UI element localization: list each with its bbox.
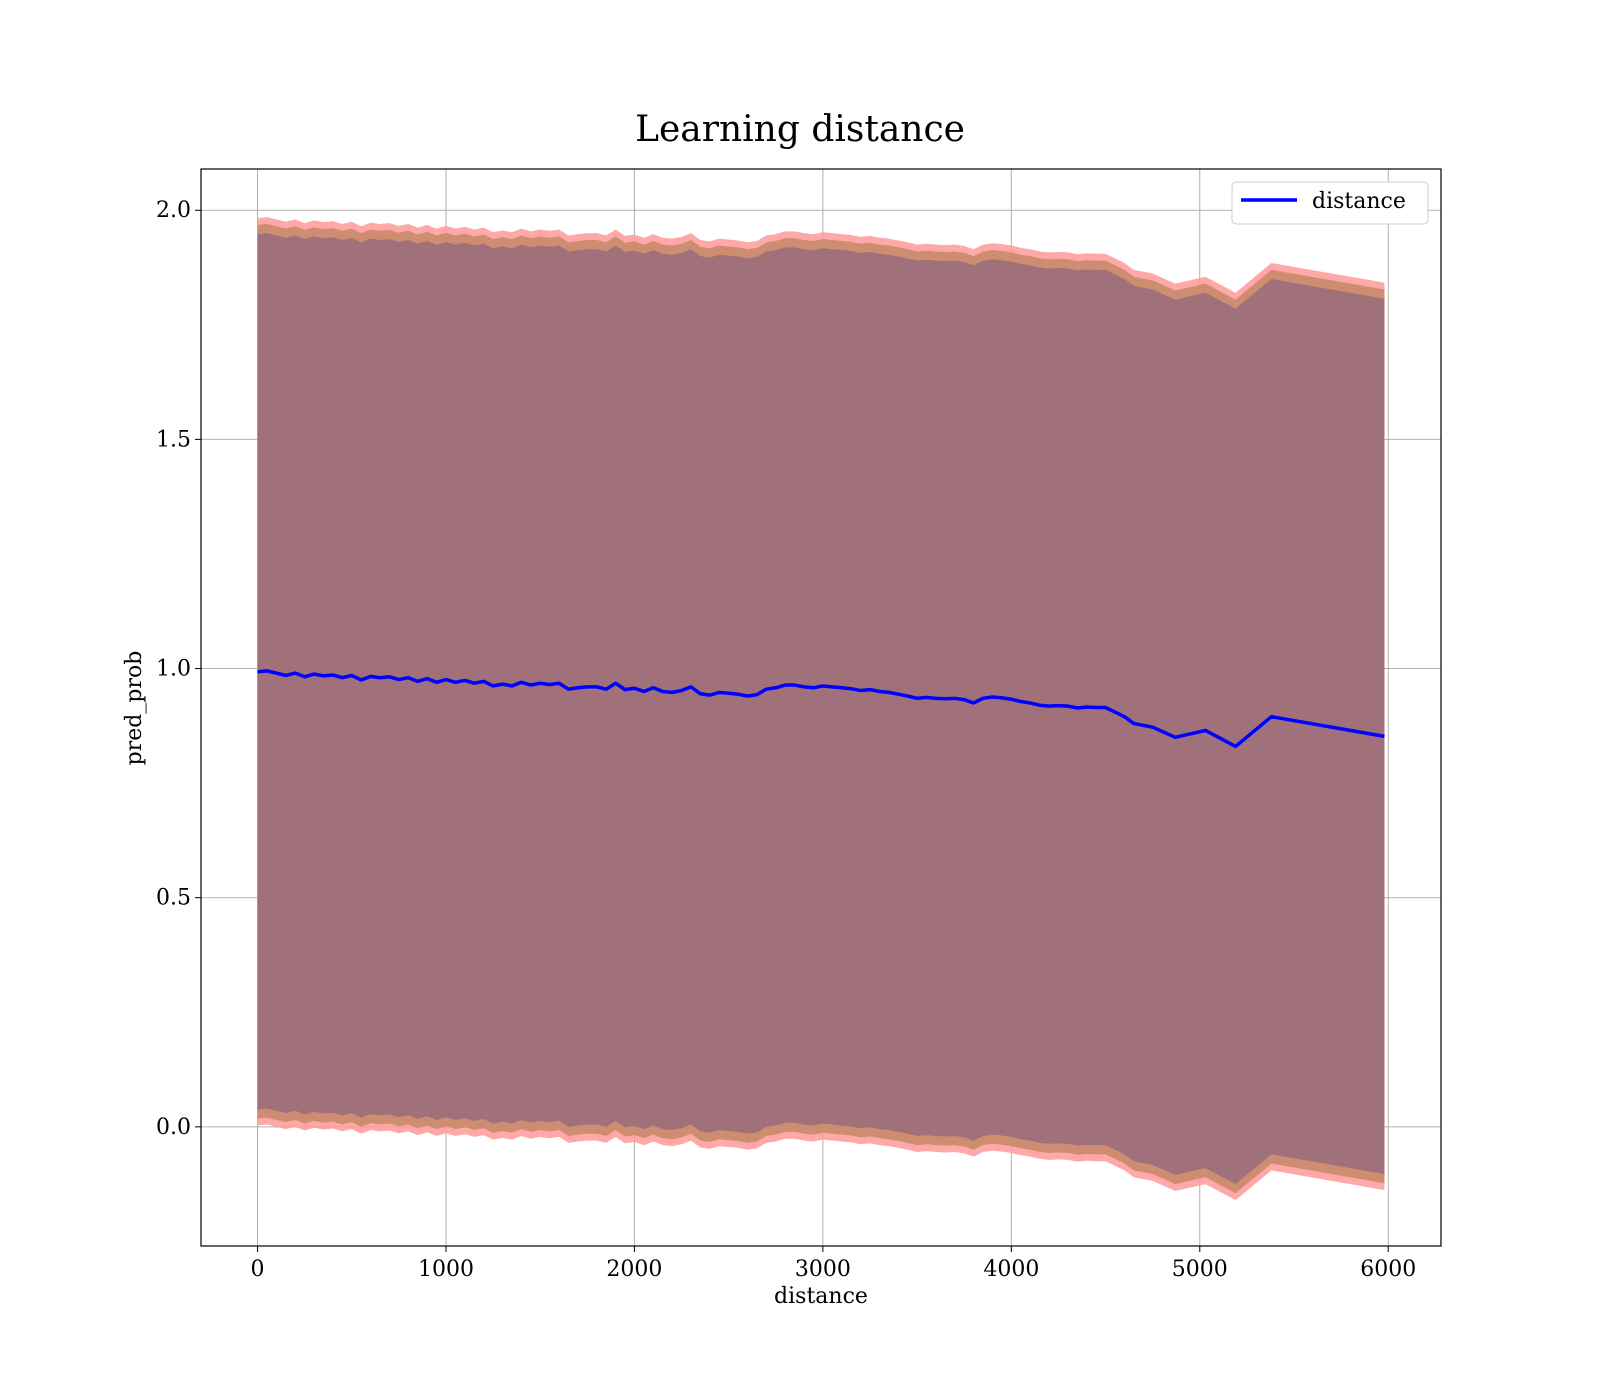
y-tick-label: 1.0 <box>156 657 191 682</box>
line-layer <box>257 669 1385 749</box>
x-tick-label: 5000 <box>1172 1257 1228 1282</box>
band-layer <box>257 217 1385 1201</box>
confidence-band-inner <box>257 233 1385 1185</box>
y-tick-label: 0.5 <box>156 886 191 911</box>
x-tick-label: 0 <box>251 1257 265 1282</box>
x-tick-label: 3000 <box>795 1257 851 1282</box>
legend-entry-label: distance <box>1312 189 1406 214</box>
x-tick-label: 2000 <box>606 1257 662 1282</box>
x-tick-label: 1000 <box>418 1257 474 1282</box>
y-axis-ticks: 0.0 0.5 1.0 1.5 2.0 <box>156 198 201 1140</box>
y-tick-label: 1.5 <box>156 427 191 452</box>
y-axis-label: pred_prob <box>122 651 147 766</box>
legend: distance <box>1231 181 1429 225</box>
x-axis-ticks: 0 1000 2000 3000 4000 5000 6000 <box>251 1246 1416 1282</box>
y-tick-label: 2.0 <box>156 198 191 223</box>
x-axis-label: distance <box>774 1284 868 1309</box>
series-line-distance <box>257 669 1385 749</box>
x-tick-label: 4000 <box>983 1257 1039 1282</box>
plot-frame <box>200 168 1442 1247</box>
legend-box <box>1231 181 1429 225</box>
x-tick-label: 6000 <box>1360 1257 1416 1282</box>
chart-title: Learning distance <box>635 109 965 150</box>
y-tick-label: 0.0 <box>156 1115 191 1140</box>
